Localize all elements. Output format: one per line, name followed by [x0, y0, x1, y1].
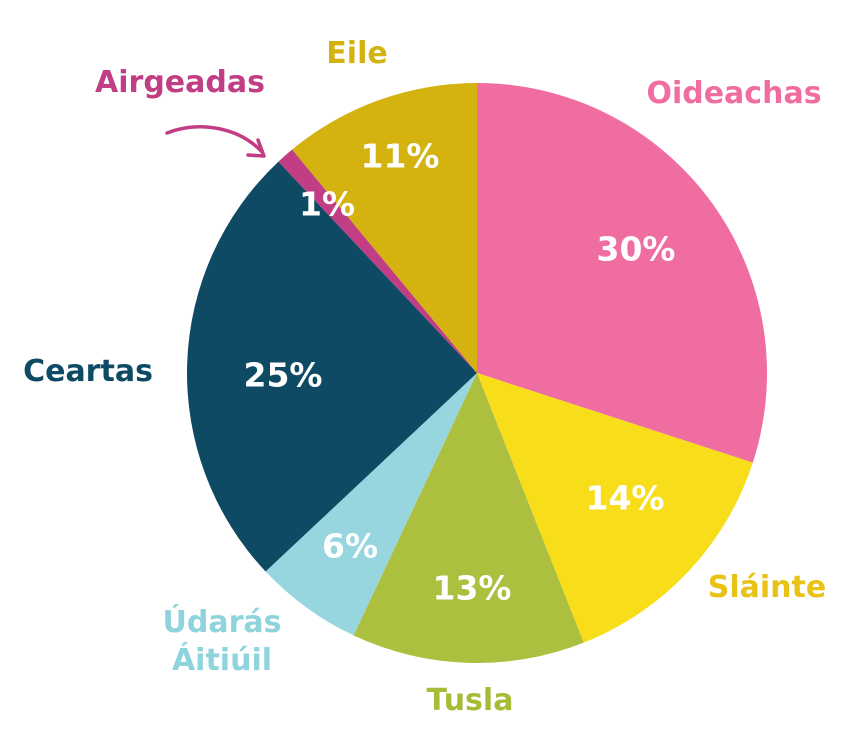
category-label: Sláinte	[708, 570, 826, 605]
pie-slice-oideachas	[477, 83, 767, 463]
pie-slice--dar-s-iti-il	[265, 373, 477, 636]
category-label: Tusla	[427, 683, 514, 718]
pie-slice-ceartas	[187, 161, 477, 572]
category-label: Ceartas	[23, 354, 153, 389]
percent-label: 6%	[322, 527, 378, 566]
pie-slice-sl-inte	[477, 373, 753, 643]
airgeadas-arrow-icon	[165, 125, 264, 154]
category-label: Eile	[326, 36, 387, 71]
pie-slices	[187, 83, 767, 663]
category-label: Údarás Áitiúil	[163, 603, 282, 678]
percent-label: 13%	[433, 569, 512, 608]
pie-slice-airgeadas	[278, 149, 477, 373]
pie-slice-eile	[292, 83, 477, 373]
category-label: Oideachas	[646, 76, 821, 111]
category-labels: Oideachas Sláinte Tusla Údarás Áitiúil Cearta…	[23, 36, 826, 718]
pie-slice-tusla	[353, 373, 584, 663]
percent-label: 25%	[244, 356, 323, 395]
percent-label: 1%	[299, 185, 355, 224]
percent-label: 11%	[361, 137, 440, 176]
airgeadas-arrowhead-icon	[246, 138, 266, 158]
category-label: Airgeadas	[95, 65, 265, 100]
percent-label: 14%	[586, 479, 665, 518]
percentage-labels: 30% 14% 13% 6% 25% 1%11%	[244, 137, 676, 608]
percent-label: 30%	[597, 230, 676, 269]
